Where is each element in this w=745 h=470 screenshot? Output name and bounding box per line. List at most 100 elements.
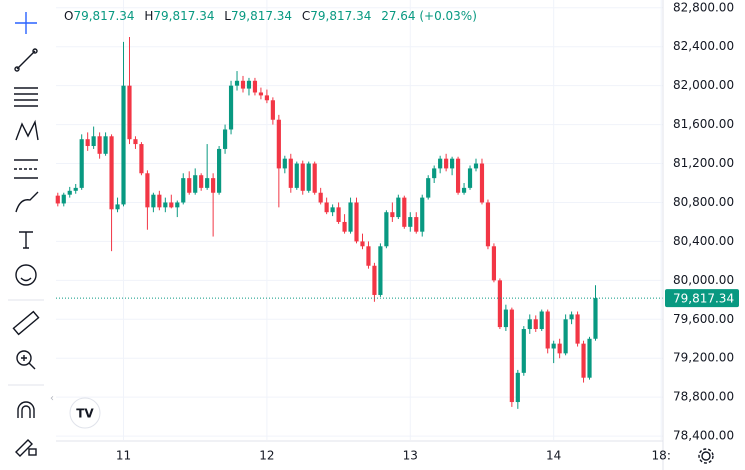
candle-body — [187, 178, 192, 193]
candle-body — [432, 168, 437, 179]
candle-body — [270, 100, 275, 120]
lock-tool[interactable] — [15, 439, 37, 457]
candle-body — [312, 163, 317, 193]
candle-body — [73, 187, 78, 191]
candle-body — [366, 246, 371, 266]
candle-body — [67, 190, 72, 195]
candle-body — [396, 197, 401, 218]
candle-body — [563, 319, 568, 354]
y-tick-label: 82,000.00 — [673, 78, 734, 92]
y-tick-label: 82,800.00 — [673, 0, 734, 14]
y-tick-label: 78,400.00 — [673, 429, 734, 443]
candle-body — [473, 163, 479, 169]
settings-icon[interactable] — [698, 448, 714, 464]
candle-body — [115, 204, 120, 210]
candle-body — [581, 343, 586, 378]
candle-body — [348, 202, 353, 232]
x-tick-label: 14 — [546, 449, 561, 463]
candle-body — [234, 80, 240, 86]
text-tool[interactable] — [19, 231, 33, 249]
candle-body — [569, 314, 574, 320]
legend-label: H — [144, 9, 153, 23]
candle-body — [205, 178, 210, 188]
candle-body — [211, 178, 216, 193]
zoom-tool[interactable] — [16, 350, 36, 370]
emoji-tool[interactable] — [15, 264, 37, 286]
candle-body — [85, 139, 90, 147]
y-tick-label: 81,200.00 — [673, 156, 734, 170]
svg-text:TV: TV — [76, 407, 94, 421]
fib-tool[interactable] — [14, 87, 38, 107]
candle-body — [503, 309, 508, 328]
candle-body — [587, 338, 592, 378]
candle-body — [193, 175, 198, 193]
candle-body — [228, 85, 234, 130]
forecast-tool[interactable] — [14, 159, 38, 179]
candle-body — [455, 158, 461, 193]
x-tick-label: 18: — [652, 449, 671, 463]
candle-body — [199, 175, 204, 188]
candle-body — [55, 195, 60, 204]
candle-body — [276, 119, 281, 169]
candle-body — [593, 298, 598, 339]
y-tick-label: 81,600.00 — [673, 117, 734, 131]
candle-body — [222, 129, 228, 149]
candle-body — [300, 163, 305, 191]
ruler-tool[interactable] — [12, 310, 40, 336]
candle-body — [288, 158, 293, 188]
candle-body — [258, 92, 264, 96]
legend-label: C — [302, 9, 310, 23]
candle-body — [240, 80, 246, 89]
ohlc-legend: O79,817.34 H79,817.34 L79,817.34 C79,817… — [64, 9, 477, 23]
trend-line-tool[interactable] — [14, 48, 38, 72]
pattern-tool[interactable] — [15, 119, 39, 141]
candle-body — [515, 372, 520, 403]
toolbar: ‹ — [8, 12, 54, 457]
y-tick-label: 79,600.00 — [673, 312, 734, 326]
y-tick-label: 78,800.00 — [673, 390, 734, 404]
candle-body — [533, 319, 538, 330]
legend-value: 79,817.34 — [153, 9, 214, 23]
magnet-tool[interactable] — [17, 401, 35, 418]
candle-body — [479, 163, 485, 203]
legend-change: 27.64 (+0.03%) — [381, 9, 477, 23]
legend-value: 79,817.34 — [73, 9, 134, 23]
candle-body — [509, 309, 514, 403]
tv-logo: TV — [69, 397, 101, 429]
candle-body — [79, 139, 84, 188]
candle-body — [360, 241, 365, 247]
candle-body — [324, 202, 329, 213]
brush-tool[interactable] — [15, 191, 39, 213]
candle-body — [575, 314, 580, 344]
candle-body — [103, 136, 108, 154]
candle-body — [163, 202, 168, 208]
candle-body — [61, 194, 66, 204]
y-tick-label: 79,200.00 — [673, 351, 734, 365]
candle-body — [420, 197, 425, 232]
candle-body — [294, 163, 299, 188]
candle-body — [151, 194, 156, 208]
candle-body — [127, 85, 132, 140]
candle-body — [306, 163, 311, 191]
x-tick-label: 13 — [403, 449, 418, 463]
y-tick-label: 80,400.00 — [673, 234, 734, 248]
candle-body — [169, 202, 174, 208]
candle-body — [378, 246, 383, 295]
candle-body — [408, 217, 413, 227]
candle-body — [461, 187, 467, 193]
candle-body — [450, 158, 455, 169]
collapse-arrow[interactable]: ‹ — [50, 393, 54, 404]
legend-label: L — [224, 9, 231, 23]
candle-body — [133, 139, 138, 145]
candle-body — [181, 178, 186, 203]
candle-body — [157, 194, 162, 208]
candle-body — [252, 80, 258, 93]
candle-body — [282, 158, 287, 169]
candle-body — [414, 217, 419, 232]
candle-body — [402, 197, 407, 227]
candle-body — [217, 148, 222, 193]
candle-body — [121, 85, 126, 205]
candle-body — [145, 173, 150, 208]
crosshair-tool[interactable] — [15, 12, 37, 34]
